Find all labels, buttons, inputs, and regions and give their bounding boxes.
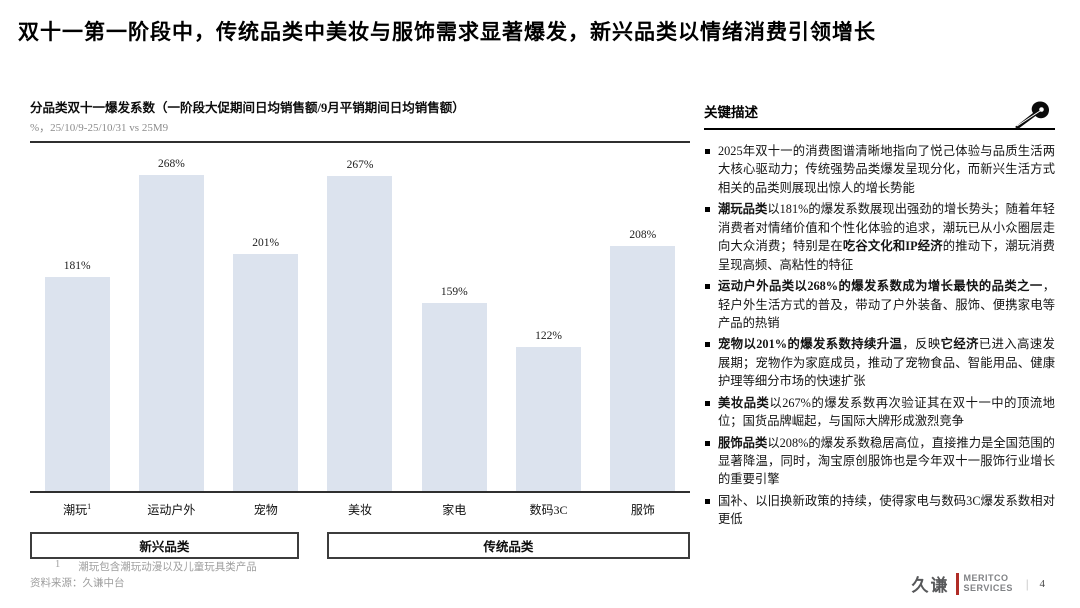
footnote: 1 潮玩包含潮玩动漫以及儿童玩具类产品: [55, 559, 257, 574]
bar-value-label: 268%: [158, 158, 185, 170]
category-axis-labels: 潮玩1 运动户外 宠物 美妆 家电 数码3C 服饰: [30, 501, 690, 518]
logo-english-line1: MERITCO: [963, 572, 1009, 583]
bar-value-label: 159%: [440, 286, 468, 298]
key-point: 宠物以201%的爆发系数持续升温，反映它经济已进入高速发展期；宠物作为家庭成员，…: [704, 335, 1055, 390]
source-line: 资料来源：久谦中台: [30, 578, 125, 589]
category-label: 家电: [442, 503, 467, 517]
key-points-title: 关键描述: [704, 105, 758, 120]
key-point: 服饰品类以208%的爆发系数稳居高位，直接推力是全国范围的显著降温，同时，淘宝原…: [704, 434, 1055, 489]
bar: [421, 303, 487, 491]
group-box: 传统品类: [326, 532, 690, 559]
bar-column-数码3C: 122%: [501, 330, 595, 491]
bar-value-label: 201%: [252, 237, 280, 249]
bar-chart: 181% 268% 201% 267% 159% 122% 208%: [30, 141, 690, 493]
bar-column-服饰: 208%: [596, 229, 690, 491]
key-point: 潮玩品类以181%的爆发系数展现出强劲的增长势头；随着年轻消费者对情绪价值和个性…: [704, 200, 1055, 274]
group-box: 新兴品类: [30, 532, 299, 559]
meritco-logo: 久谦 MERITCO SERVICES | 4: [912, 571, 1045, 596]
slide-title: 双十一第一阶段中，传统品类中美妆与服饰需求显著爆发，新兴品类以情绪消费引领增长: [18, 20, 876, 44]
category-label: 服饰: [630, 503, 655, 517]
chart-heading: 分品类双十一爆发系数（一阶段大促期间日均销售额/9月平销期间日均销售额）: [30, 101, 465, 115]
bar: [233, 254, 299, 491]
logo-red-divider: [955, 572, 959, 595]
bar-value-label: 122%: [535, 330, 562, 342]
bar: [138, 175, 204, 491]
logo-separator: |: [1025, 575, 1029, 591]
bar: [516, 347, 582, 491]
key-points-panel: 关键描述 2025年双十一的消费图谱清晰地指向了悦己体验与品质生活两大核心驱动力…: [704, 101, 1055, 532]
key-point: 美妆品类以267%的爆发系数再次验证其在双十一中的顶流地位；国货品牌崛起，与国际…: [704, 394, 1055, 431]
bar: [610, 246, 676, 491]
bar-value-label: 267%: [346, 159, 374, 171]
footnote-index: 1: [55, 559, 61, 570]
bar-column-美妆: 267%: [313, 159, 407, 491]
logo-english-text: MERITCO SERVICES: [963, 572, 1013, 594]
chart-subtitle: %，25/10/9-25/10/31 vs 25M9: [30, 122, 169, 134]
logo-chinese-text: 久谦: [911, 576, 950, 595]
key-point: 运动户外品类以268%的爆发系数成为增长最快的品类之一，轻户外生活方式的普及，带…: [704, 277, 1055, 332]
key-points-list: 2025年双十一的消费图谱清晰地指向了悦己体验与品质生活两大核心驱动力；传统强势…: [704, 142, 1055, 529]
bar-column-宠物: 201%: [219, 237, 313, 491]
footnote-ref: 1: [87, 502, 92, 511]
bar: [327, 176, 393, 491]
bar-column-潮玩: 181%: [30, 260, 124, 491]
category-group-boxes: 新兴品类 传统品类: [30, 532, 690, 559]
pen-nib-icon: [1015, 101, 1050, 129]
bar-column-运动户外: 268%: [124, 158, 218, 491]
key-point: 2025年双十一的消费图谱清晰地指向了悦己体验与品质生活两大核心驱动力；传统强势…: [704, 142, 1055, 197]
category-label: 运动户外: [147, 503, 196, 517]
category-label: 宠物: [253, 503, 278, 517]
bar-value-label: 208%: [629, 229, 657, 241]
chart-panel: 分品类双十一爆发系数（一阶段大促期间日均销售额/9月平销期间日均销售额） %，2…: [30, 97, 690, 559]
category-label: 数码3C: [529, 503, 568, 517]
page-number: 4: [1039, 577, 1046, 590]
bar-column-家电: 159%: [407, 286, 501, 491]
bar: [44, 277, 110, 491]
category-label: 美妆: [347, 503, 372, 517]
footnote-text: 潮玩包含潮玩动漫以及儿童玩具类产品: [78, 562, 257, 573]
category-label: 潮玩1: [63, 502, 92, 517]
bar-value-label: 181%: [63, 260, 91, 272]
logo-english-line2: SERVICES: [963, 582, 1013, 593]
key-point: 国补、以旧换新政策的持续，使得家电与数码3C爆发系数相对更低: [704, 492, 1055, 529]
key-points-header-row: 关键描述: [704, 101, 1055, 130]
